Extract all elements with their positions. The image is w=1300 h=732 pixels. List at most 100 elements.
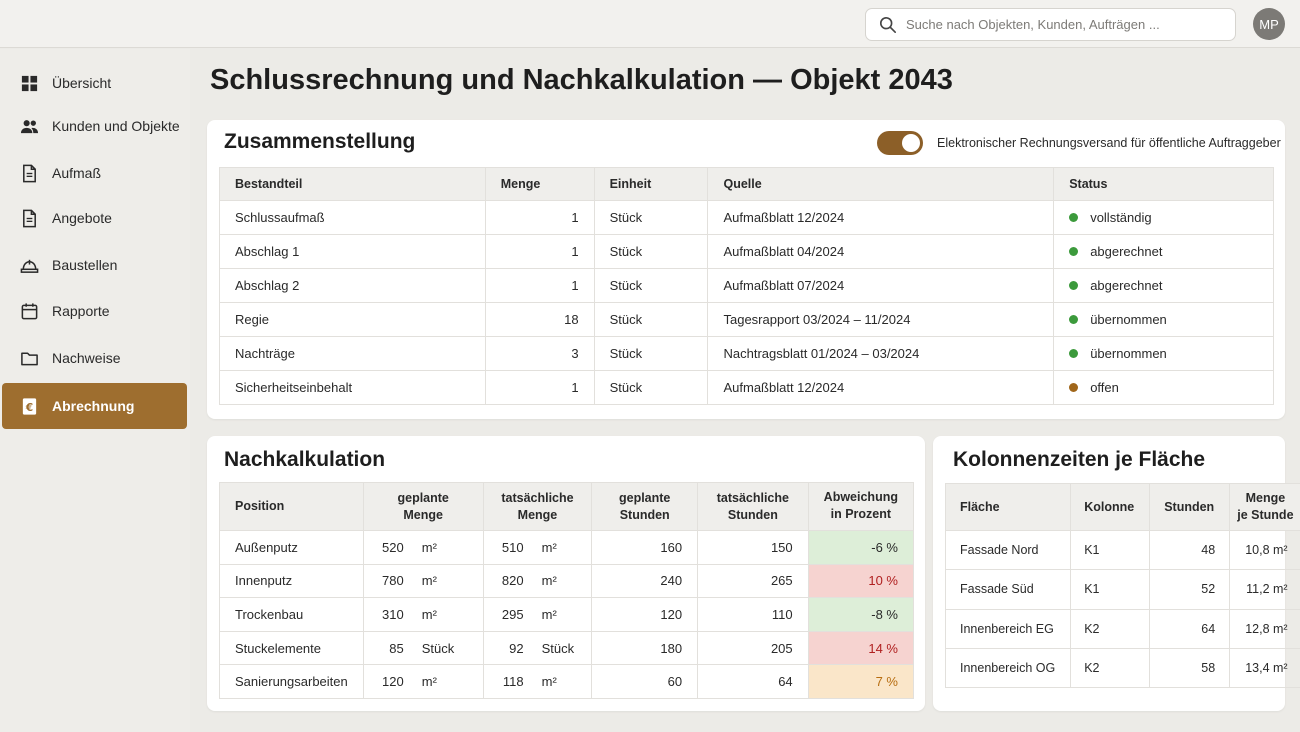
- sidebar-item-abrechnung[interactable]: € Abrechnung: [2, 383, 187, 429]
- cell-planned-qty: 120 m²: [362, 664, 484, 699]
- sidebar-item-uebersicht[interactable]: Übersicht: [2, 60, 187, 106]
- table-row[interactable]: Regie 18 Stück Tagesrapport 03/2024 – 11…: [219, 302, 1274, 337]
- col-header-line: Menge: [517, 507, 558, 522]
- cell-hours: 48: [1149, 529, 1231, 571]
- qty-value: 510: [501, 539, 524, 555]
- cell-hours: 64: [1149, 608, 1231, 649]
- table-row[interactable]: Fassade Süd K1 52 11,2 m²: [944, 569, 1300, 610]
- qty-unit: m²: [541, 539, 557, 555]
- cell-actual-qty: 92 Stück: [482, 630, 593, 666]
- calc-title: Nachkalkulation: [224, 448, 386, 471]
- status-text: offen: [1090, 380, 1119, 395]
- col-header-line: je Stunde: [1237, 508, 1294, 522]
- cell-source: Nachtragsblatt 01/2024 – 03/2024: [707, 336, 1055, 371]
- col-header: Position: [219, 482, 364, 531]
- cell-planned-qty: 85 Stück: [362, 630, 484, 666]
- cell-planned-hours: 60: [591, 664, 699, 699]
- qty-value: 820: [501, 573, 524, 589]
- status-text: vollständig: [1090, 210, 1152, 225]
- avatar[interactable]: MP: [1253, 8, 1285, 40]
- sidebar-item-rapporte[interactable]: Rapporte: [2, 288, 187, 334]
- search-input[interactable]: [906, 17, 1226, 32]
- toggle-knob: [902, 134, 920, 152]
- cell-area: Fassade Süd: [944, 569, 1072, 610]
- cell-qty: 1: [484, 200, 595, 235]
- status-text: übernommen: [1090, 312, 1167, 327]
- search-box[interactable]: [865, 8, 1236, 41]
- table-row[interactable]: Sicherheitseinbehalt 1 Stück Aufmaßblatt…: [219, 370, 1274, 405]
- table-row[interactable]: Innenbereich OG K2 58 13,4 m²: [944, 647, 1300, 689]
- col-header: Abweichung in Prozent: [807, 482, 915, 531]
- cell-position: Stuckelemente: [219, 630, 364, 666]
- qty-unit: m²: [541, 674, 557, 690]
- cell-actual-hours: 150: [697, 530, 809, 565]
- crew-title: Kolonnenzeiten je Fläche: [953, 448, 1206, 471]
- table-row[interactable]: Schlussaufmaß 1 Stück Aufmaßblatt 12/202…: [219, 200, 1274, 235]
- cell-planned-qty: 310 m²: [362, 597, 484, 632]
- table-row[interactable]: Fassade Nord K1 48 10,8 m²: [944, 529, 1300, 571]
- sidebar-item-aufmass[interactable]: Aufmaß: [2, 150, 187, 196]
- cell-area: Innenbereich OG: [944, 647, 1072, 689]
- sidebar-item-baustellen[interactable]: Baustellen: [2, 242, 187, 288]
- qty-value: 295: [501, 606, 524, 622]
- sidebar-item-label: Kunden und Objekte: [52, 118, 180, 134]
- col-header-line: Menge: [403, 507, 443, 522]
- cell-actual-hours: 205: [697, 630, 809, 666]
- cell-position: Innenputz: [219, 563, 364, 599]
- table-row[interactable]: Innenputz 780 m² 820 m² 240 265 10 %: [219, 563, 915, 599]
- sidebar-item-label: Abrechnung: [52, 398, 135, 414]
- cell-planned-hours: 180: [591, 630, 699, 666]
- cell-actual-qty: 118 m²: [482, 664, 593, 699]
- col-header-line: tatsächliche: [501, 490, 574, 505]
- search-icon: [879, 16, 897, 33]
- summary-table: Bestandteil Menge Einheit Quelle Status …: [219, 167, 1274, 405]
- cell-actual-qty: 820 m²: [482, 563, 593, 599]
- sidebar-item-nachweise[interactable]: Nachweise: [2, 335, 187, 381]
- col-header: Status: [1053, 167, 1274, 201]
- sidebar-item-angebote[interactable]: Angebote: [2, 195, 187, 241]
- qty-unit: m²: [421, 674, 437, 690]
- table-row[interactable]: Stuckelemente 85 Stück 92 Stück 180 205 14…: [219, 630, 915, 666]
- table-row[interactable]: Sanierungsarbeiten 120 m² 118 m² 60 64 7 %: [219, 664, 915, 699]
- cell-source: Aufmaßblatt 04/2024: [707, 234, 1055, 269]
- col-header: Stunden: [1149, 483, 1231, 531]
- cell-source: Aufmaßblatt 12/2024: [707, 200, 1055, 235]
- cell-unit: Stück: [593, 302, 709, 337]
- table-row[interactable]: Außenputz 520 m² 510 m² 160 150 -6 %: [219, 530, 915, 565]
- qty-value: 780: [382, 573, 404, 589]
- e-invoice-toggle[interactable]: [877, 131, 923, 155]
- col-header: Quelle: [707, 167, 1055, 201]
- cell-hours: 52: [1149, 569, 1231, 610]
- qty-unit: m²: [541, 573, 557, 589]
- cell-part: Schlussaufmaß: [219, 200, 486, 235]
- cell-status: offen: [1053, 370, 1274, 405]
- calendar-icon: [19, 301, 39, 321]
- cell-deviation: 10 %: [807, 563, 915, 599]
- cell-deviation: 7 %: [807, 664, 915, 699]
- cell-deviation: -6 %: [807, 530, 915, 565]
- table-row[interactable]: Abschlag 1 1 Stück Aufmaßblatt 04/2024 a…: [219, 234, 1274, 269]
- table-row[interactable]: Trockenbau 310 m² 295 m² 120 110 -8 %: [219, 597, 915, 632]
- status-dot: [1069, 349, 1079, 359]
- cell-rate: 12,8 m²: [1229, 608, 1300, 649]
- cell-actual-hours: 64: [697, 664, 809, 699]
- table-row[interactable]: Abschlag 2 1 Stück Aufmaßblatt 07/2024 a…: [219, 268, 1274, 303]
- cell-deviation: 14 %: [807, 630, 915, 666]
- qty-unit: m²: [421, 606, 437, 622]
- status-dot: [1069, 247, 1079, 257]
- col-header: Fläche: [944, 483, 1072, 531]
- table-row[interactable]: Nachträge 3 Stück Nachtragsblatt 01/2024…: [219, 336, 1274, 371]
- cell-position: Außenputz: [219, 530, 364, 565]
- cell-deviation: -8 %: [807, 597, 915, 632]
- cell-qty: 1: [484, 370, 595, 405]
- col-header: Einheit: [593, 167, 709, 201]
- cell-position: Sanierungsarbeiten: [219, 664, 364, 699]
- qty-unit: Stück: [421, 640, 455, 656]
- cell-planned-hours: 120: [591, 597, 699, 632]
- sidebar-item-label: Übersicht: [52, 75, 112, 91]
- table-row[interactable]: Innenbereich EG K2 64 12,8 m²: [944, 608, 1300, 649]
- cell-qty: 1: [484, 268, 595, 303]
- sidebar-item-kunden[interactable]: Kunden und Objekte: [2, 103, 187, 149]
- cell-qty: 1: [484, 234, 595, 269]
- cell-crew: K1: [1070, 529, 1151, 571]
